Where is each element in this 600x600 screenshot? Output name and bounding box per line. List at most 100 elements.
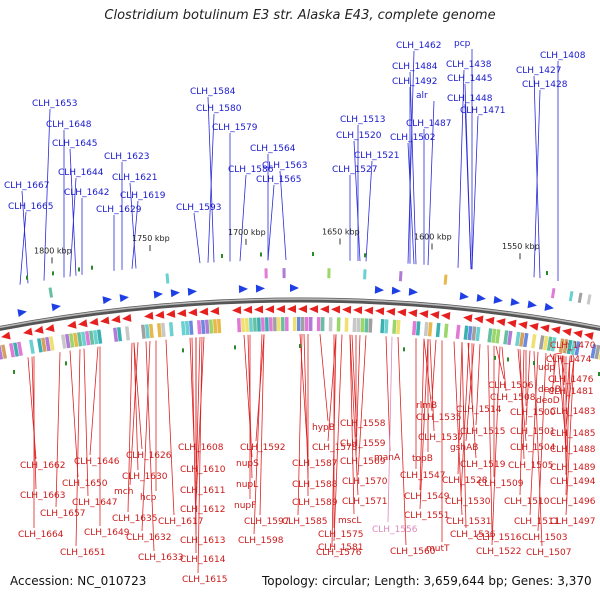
reverse-leader-line	[349, 334, 355, 515]
cog-block	[471, 326, 477, 341]
forward-gene-arrow	[51, 303, 61, 312]
cog-block	[300, 316, 305, 332]
reverse-gene-label: CLH_1585	[282, 517, 327, 527]
cog-block	[328, 317, 333, 332]
forward-gene-arrow	[391, 286, 401, 295]
reverse-gene-label: CLH_1514	[456, 405, 502, 415]
forward-leader-line	[21, 190, 29, 284]
forward-gene-arrow	[119, 294, 129, 303]
reverse-leader-line	[319, 334, 329, 422]
reverse-gene-label: CLH_1488	[550, 445, 596, 455]
reverse-gene-arrow	[562, 328, 572, 337]
cog-block	[467, 325, 473, 341]
forward-gene-label: CLH_1521	[354, 151, 399, 161]
reverse-gene-arrow	[507, 319, 517, 328]
forward-gene-arrow	[289, 284, 299, 293]
reverse-gene-arrow	[34, 325, 44, 334]
reverse-gene-arrow	[441, 312, 451, 321]
forward-cog-block	[327, 268, 331, 279]
reverse-gene-label: CLH_1626	[126, 451, 172, 461]
reverse-gene-arrow	[496, 318, 506, 327]
forward-cog-block	[264, 268, 268, 279]
reverse-leader-line	[197, 336, 203, 574]
forward-cog-block	[398, 271, 403, 282]
reverse-gene-label: CLH_1481	[548, 387, 593, 397]
reverse-leader-line	[529, 351, 539, 516]
cog-block	[281, 317, 285, 332]
reverse-gene-arrow	[100, 316, 110, 325]
forward-leader-line	[193, 212, 201, 264]
cog-block	[570, 340, 577, 355]
forward-leader-line	[353, 140, 361, 262]
cog-block	[169, 322, 174, 337]
reverse-gene-arrow	[232, 306, 242, 315]
reverse-gene-label: CLH_1470	[550, 341, 596, 351]
forward-leader-line	[471, 115, 479, 270]
cog-block	[201, 319, 206, 335]
forward-leader-line	[407, 50, 415, 264]
cog-block	[209, 319, 214, 334]
cog-block	[117, 327, 123, 342]
forward-gene-label: CLH_1667	[4, 181, 49, 191]
reverse-gene-label: CLH_1613	[180, 536, 225, 546]
cog-block	[427, 322, 433, 337]
reverse-gene-label: CLH_1510	[504, 497, 550, 507]
reverse-leader-line	[487, 345, 493, 532]
reverse-leader-line	[460, 342, 470, 496]
reverse-gene-arrow	[309, 305, 319, 314]
cog-block	[546, 336, 553, 351]
reverse-gene-arrow	[122, 313, 132, 322]
reverse-gene-label: CLH_1508	[490, 393, 536, 403]
reverse-leader-line	[553, 352, 563, 355]
reverse-leader-line	[253, 334, 263, 535]
reverse-gene-label: CLH_1519	[460, 460, 506, 470]
rna-marker	[507, 357, 509, 362]
forward-gene-arrow	[374, 285, 384, 294]
rna-marker	[221, 253, 223, 258]
reverse-leader-line	[357, 335, 367, 476]
reverse-gene-arrow	[111, 315, 121, 324]
forward-leader-line	[457, 69, 465, 268]
tick-label: 1750 kbp	[132, 234, 170, 243]
reverse-gene-label: CLH_1551	[404, 511, 449, 521]
reverse-gene-label: CLH_1576	[316, 548, 362, 558]
reverse-leader-line	[519, 349, 525, 460]
cog-block	[293, 317, 297, 332]
cog-block	[423, 321, 429, 337]
reverse-gene-arrow	[342, 305, 352, 314]
tick-label: 1700 kbp	[228, 228, 266, 237]
cog-block	[77, 332, 83, 347]
forward-gene-label: CLH_1527	[332, 165, 377, 175]
forward-leader-line	[365, 160, 373, 262]
cog-block	[261, 317, 265, 332]
reverse-leader-line	[565, 357, 575, 428]
forward-gene-arrow	[102, 296, 112, 305]
reverse-gene-label: CLH_1474	[546, 355, 592, 365]
reverse-gene-arrow	[276, 305, 286, 314]
tick-label: 1600 kbp	[414, 232, 452, 241]
reverse-leader-line	[533, 351, 543, 547]
forward-gene-arrow	[459, 292, 469, 300]
cog-block	[0, 345, 4, 360]
reverse-leader-line	[83, 348, 89, 497]
reverse-gene-arrow	[67, 320, 77, 329]
cog-block	[542, 335, 549, 351]
forward-gene-arrow	[544, 302, 554, 311]
reverse-gene-label: CLH_1547	[400, 471, 445, 481]
forward-gene-arrow	[408, 287, 418, 296]
reverse-gene-label: CLH_1647	[72, 498, 117, 508]
cog-block	[249, 317, 253, 332]
cog-block	[1, 344, 8, 359]
reverse-gene-arrow	[1, 331, 11, 340]
cog-block	[89, 330, 95, 345]
rna-marker	[182, 348, 184, 353]
reverse-gene-label: CLH_1501	[510, 427, 555, 437]
forward-gene-label: CLH_1462	[396, 41, 441, 51]
forward-gene-label: CLH_1580	[196, 104, 242, 114]
reverse-gene-label: CLH_1635	[112, 514, 157, 524]
cog-block	[85, 331, 91, 346]
rna-marker	[312, 252, 314, 257]
cog-block	[277, 317, 281, 332]
reverse-gene-label: CLH_1535	[416, 413, 461, 423]
reverse-leader-line	[519, 349, 525, 496]
